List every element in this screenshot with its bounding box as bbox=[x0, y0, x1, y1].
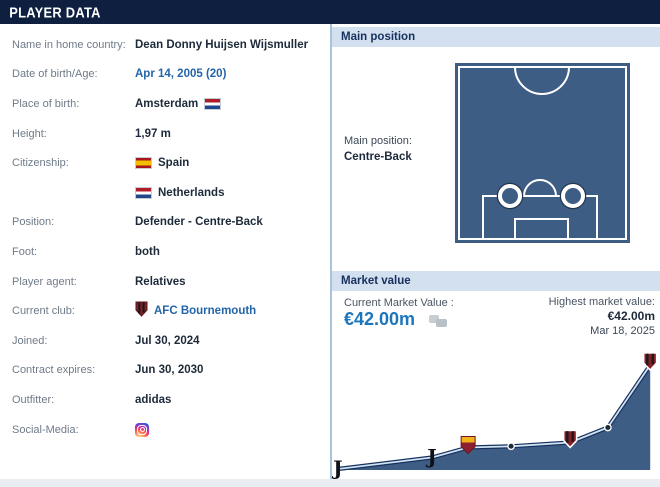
row-citizenship-2: Netherlands bbox=[0, 178, 330, 208]
row-agent: Player agent: Relatives bbox=[0, 267, 330, 297]
field-value: Amsterdam bbox=[135, 97, 199, 110]
field-label: Citizenship: bbox=[12, 157, 69, 170]
highest-market-value-block: Highest market value: €42.00m Mar 18, 20… bbox=[549, 296, 655, 337]
row-current-club: Current club: AFC Bournemouth bbox=[0, 296, 330, 326]
highest-market-value-label: Highest market value: bbox=[548, 296, 655, 308]
field-value: Spain bbox=[158, 157, 190, 170]
value-history-bubbles-icon bbox=[429, 315, 451, 329]
row-outfitter: Outfitter: adidas bbox=[0, 385, 330, 415]
birthdate-link[interactable]: Apr 14, 2005 (20) bbox=[135, 68, 227, 81]
field-value: 1,97 m bbox=[135, 127, 171, 140]
centre-circle-arc bbox=[514, 66, 570, 95]
field-label: Joined: bbox=[12, 334, 48, 347]
field-label: Date of birth/Age: bbox=[12, 68, 98, 81]
main-position-label: Main position: bbox=[344, 135, 412, 147]
market-value-chart-container: J bbox=[331, 350, 660, 487]
row-height: Height: 1,97 m bbox=[0, 119, 330, 149]
main-position-value: Centre-Back bbox=[344, 151, 412, 163]
chart-point-dot bbox=[603, 423, 612, 432]
field-label: Position: bbox=[12, 216, 55, 229]
chart-point-dot bbox=[507, 442, 515, 451]
position-marker-left bbox=[496, 182, 524, 210]
field-value: Dean Donny Huijsen Wijsmuller bbox=[135, 38, 309, 51]
current-club-link[interactable]: AFC Bournemouth bbox=[154, 305, 257, 318]
page-header: PLAYER DATA bbox=[0, 0, 660, 24]
juventus-logo bbox=[331, 456, 343, 480]
page-bottom-strip bbox=[0, 479, 660, 487]
row-citizenship-1: Citizenship: Spain bbox=[0, 148, 330, 178]
current-market-value: €42.00m bbox=[344, 309, 416, 329]
goal-box bbox=[514, 218, 569, 240]
netherlands-flag-icon bbox=[204, 97, 222, 110]
panel-divider bbox=[330, 24, 332, 487]
field-label: Foot: bbox=[12, 245, 38, 258]
row-foot: Foot: both bbox=[0, 237, 330, 267]
row-birthplace: Place of birth: Amsterdam bbox=[0, 89, 330, 119]
netherlands-flag-icon bbox=[135, 186, 152, 199]
player-info-panel: Name in home country: Dean Donny Huijsen… bbox=[0, 24, 330, 479]
field-label: Contract expires: bbox=[12, 364, 96, 377]
current-market-value-label: Current Market Value : bbox=[344, 297, 454, 309]
field-label: Outfitter: bbox=[12, 393, 55, 406]
field-value: Netherlands bbox=[158, 186, 225, 199]
field-value: both bbox=[135, 245, 160, 258]
afc-bournemouth-logo bbox=[642, 352, 658, 371]
field-value: Defender - Centre-Back bbox=[135, 216, 263, 229]
field-label: Name in home country: bbox=[12, 38, 126, 51]
row-name: Name in home country: Dean Donny Huijsen… bbox=[0, 30, 330, 60]
field-value: Relatives bbox=[135, 275, 186, 288]
field-value: adidas bbox=[135, 393, 172, 406]
field-label: Current club: bbox=[12, 305, 75, 318]
position-marker-right bbox=[559, 182, 587, 210]
row-contract: Contract expires: Jun 30, 2030 bbox=[0, 356, 330, 386]
field-label: Height: bbox=[12, 127, 47, 140]
field-label: Social-Media: bbox=[12, 423, 79, 436]
main-position-section-header: Main position bbox=[332, 27, 660, 47]
row-birthdate: Date of birth/Age: Apr 14, 2005 (20) bbox=[0, 60, 330, 90]
row-joined: Joined: Jul 30, 2024 bbox=[0, 326, 330, 356]
chart-area-fill bbox=[337, 365, 651, 470]
highest-market-value-date: Mar 18, 2025 bbox=[590, 325, 655, 337]
club-crest-icon bbox=[135, 301, 148, 322]
highest-market-value: €42.00m bbox=[607, 309, 655, 323]
field-value: Jul 30, 2024 bbox=[135, 334, 200, 347]
row-social-media: Social-Media: bbox=[0, 415, 330, 445]
pitch-graphic bbox=[455, 63, 630, 248]
market-value-chart[interactable]: J bbox=[331, 350, 660, 487]
penalty-arc bbox=[523, 179, 557, 197]
page-title: PLAYER DATA bbox=[9, 3, 101, 21]
instagram-icon[interactable] bbox=[135, 422, 149, 437]
market-value-section-header: Market value bbox=[332, 271, 660, 291]
row-position: Position: Defender - Centre-Back bbox=[0, 208, 330, 238]
juventus-logo bbox=[425, 444, 437, 469]
field-label: Player agent: bbox=[12, 275, 77, 288]
spain-flag-icon bbox=[135, 157, 152, 170]
field-label: Place of birth: bbox=[12, 97, 80, 110]
field-value: Jun 30, 2030 bbox=[135, 364, 204, 377]
chart-markers bbox=[331, 352, 658, 480]
